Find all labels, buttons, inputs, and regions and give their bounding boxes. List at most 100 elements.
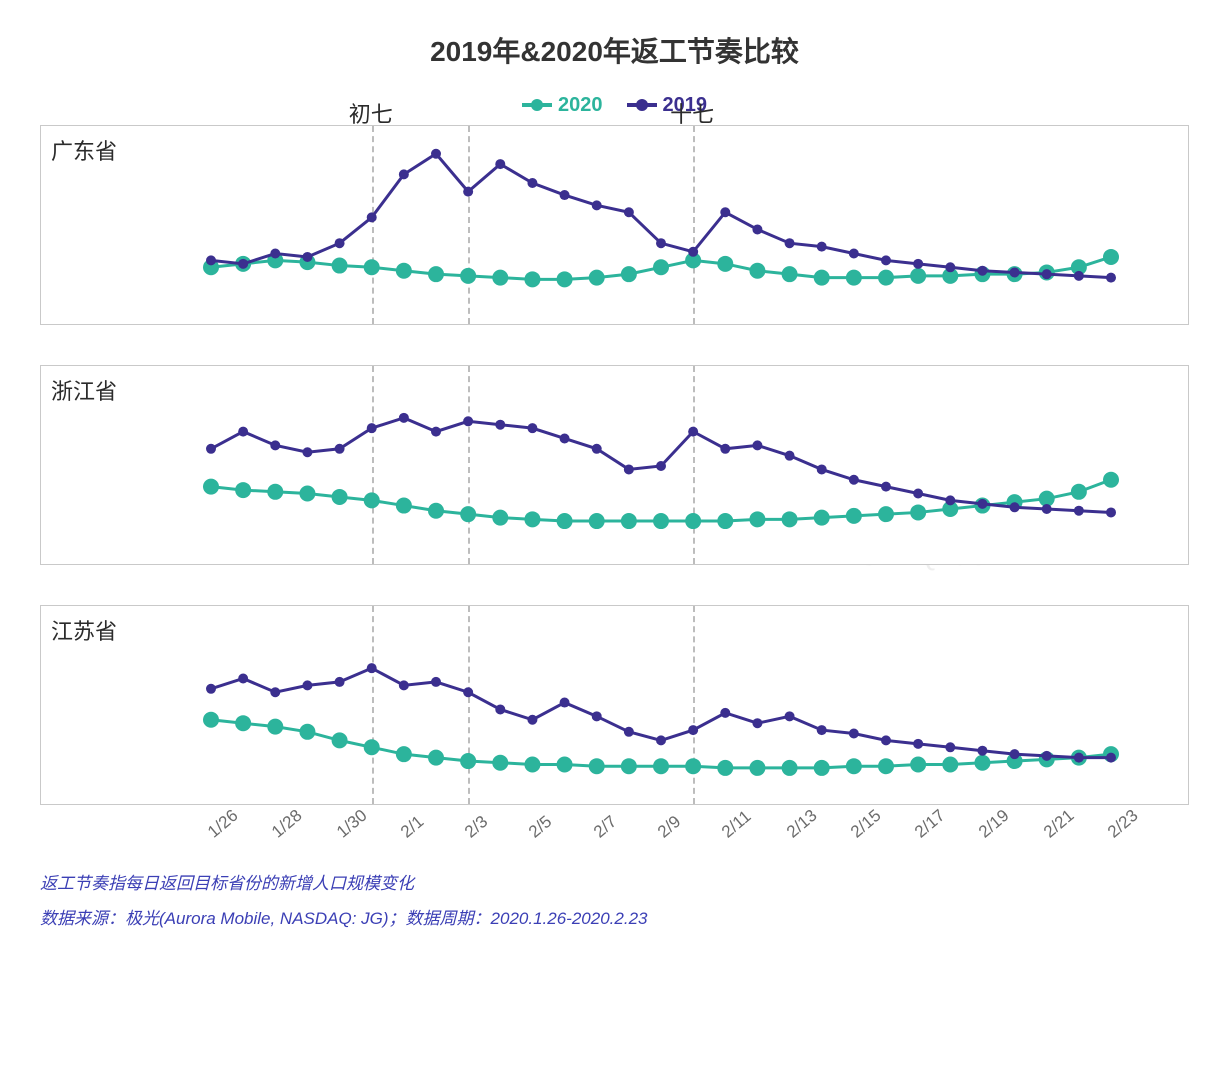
series-marker-s2020 — [685, 513, 701, 529]
series-marker-s2019 — [206, 443, 216, 453]
series-marker-s2020 — [492, 754, 508, 770]
series-marker-s2020 — [1103, 248, 1119, 264]
series-marker-s2019 — [688, 725, 698, 735]
series-marker-s2020 — [846, 269, 862, 285]
series-marker-s2019 — [656, 735, 666, 745]
series-marker-s2020 — [299, 485, 315, 501]
series-marker-s2019 — [785, 238, 795, 248]
series-marker-s2020 — [878, 269, 894, 285]
series-marker-s2020 — [1103, 471, 1119, 487]
chart-container: URORA 极光 NASDAQ: JG 2019年&2020年返工节奏比较 20… — [0, 0, 1229, 949]
series-marker-s2020 — [782, 266, 798, 282]
x-tick-label: 2/19 — [975, 805, 1013, 842]
x-tick-label: 2/23 — [1104, 805, 1142, 842]
series-marker-s2019 — [1106, 507, 1116, 517]
series-marker-s2019 — [463, 416, 473, 426]
legend-swatch — [627, 103, 657, 107]
series-marker-s2020 — [717, 759, 733, 775]
series-marker-s2019 — [785, 450, 795, 460]
series-marker-s2019 — [881, 735, 891, 745]
series-marker-s2019 — [785, 711, 795, 721]
series-marker-s2020 — [332, 732, 348, 748]
series-marker-s2020 — [653, 513, 669, 529]
series-marker-s2020 — [910, 504, 926, 520]
x-tick-label: 1/28 — [268, 805, 306, 842]
series-marker-s2020 — [396, 262, 412, 278]
series-marker-s2020 — [428, 266, 444, 282]
series-marker-s2019 — [1042, 504, 1052, 514]
series-marker-s2019 — [206, 255, 216, 265]
series-marker-s2020 — [235, 482, 251, 498]
series-marker-s2019 — [1010, 749, 1020, 759]
series-marker-s2020 — [814, 509, 830, 525]
series-marker-s2020 — [814, 269, 830, 285]
series-marker-s2020 — [717, 255, 733, 271]
series-marker-s2019 — [849, 728, 859, 738]
series-marker-s2019 — [688, 246, 698, 256]
series-marker-s2020 — [782, 511, 798, 527]
series-marker-s2020 — [621, 266, 637, 282]
series-marker-s2020 — [621, 758, 637, 774]
chart-title: 2019年&2020年返工节奏比较 — [40, 30, 1189, 70]
series-marker-s2020 — [203, 478, 219, 494]
x-tick-label: 2/1 — [397, 811, 428, 842]
series-marker-s2020 — [814, 759, 830, 775]
series-marker-s2019 — [752, 440, 762, 450]
series-marker-s2020 — [428, 502, 444, 518]
series-marker-s2019 — [335, 676, 345, 686]
series-marker-s2020 — [267, 483, 283, 499]
x-tick-label: 2/9 — [654, 811, 685, 842]
series-marker-s2020 — [299, 723, 315, 739]
series-marker-s2020 — [910, 756, 926, 772]
series-marker-s2019 — [495, 704, 505, 714]
series-marker-s2020 — [878, 506, 894, 522]
series-marker-s2020 — [846, 758, 862, 774]
series-marker-s2019 — [977, 745, 987, 755]
series-marker-s2019 — [206, 683, 216, 693]
legend: 20202019 — [40, 90, 1189, 117]
series-marker-s2020 — [653, 259, 669, 275]
series-marker-s2019 — [945, 742, 955, 752]
series-marker-s2020 — [332, 488, 348, 504]
series-marker-s2020 — [267, 718, 283, 734]
series-marker-s2019 — [527, 714, 537, 724]
series-marker-s2020 — [396, 497, 412, 513]
x-tick-label: 2/13 — [783, 805, 821, 842]
series-marker-s2020 — [589, 269, 605, 285]
series-marker-s2019 — [1106, 272, 1116, 282]
x-tick-label: 2/3 — [461, 811, 492, 842]
x-tick-label: 2/15 — [847, 805, 885, 842]
series-marker-s2020 — [364, 492, 380, 508]
series-marker-s2019 — [270, 440, 280, 450]
series-marker-s2020 — [235, 715, 251, 731]
series-marker-s2020 — [846, 507, 862, 523]
series-marker-s2020 — [557, 756, 573, 772]
chart-panel: 浙江省 — [40, 365, 1189, 565]
series-marker-s2019 — [913, 488, 923, 498]
series-marker-s2019 — [238, 426, 248, 436]
series-marker-s2020 — [782, 759, 798, 775]
series-marker-s2019 — [431, 148, 441, 158]
series-marker-s2020 — [749, 262, 765, 278]
series-marker-s2019 — [1074, 270, 1084, 280]
x-tick-label: 2/7 — [590, 811, 621, 842]
series-marker-s2020 — [396, 746, 412, 762]
series-marker-s2020 — [621, 513, 637, 529]
series-marker-s2019 — [881, 255, 891, 265]
series-marker-s2019 — [1042, 269, 1052, 279]
series-marker-s2019 — [720, 443, 730, 453]
series-line-s2019 — [211, 153, 1111, 277]
series-marker-s2019 — [849, 474, 859, 484]
series-marker-s2019 — [560, 697, 570, 707]
series-marker-s2019 — [495, 159, 505, 169]
series-marker-s2020 — [428, 749, 444, 765]
panels-wrap: 初七十七 广东省浙江省江苏省 1/261/281/302/12/32/52/72… — [40, 125, 1189, 859]
series-marker-s2019 — [1010, 502, 1020, 512]
series-marker-s2020 — [878, 758, 894, 774]
series-marker-s2019 — [1106, 752, 1116, 762]
series-marker-s2019 — [720, 207, 730, 217]
series-marker-s2020 — [749, 511, 765, 527]
series-marker-s2019 — [752, 224, 762, 234]
series-marker-s2019 — [302, 251, 312, 261]
series-marker-s2020 — [524, 511, 540, 527]
